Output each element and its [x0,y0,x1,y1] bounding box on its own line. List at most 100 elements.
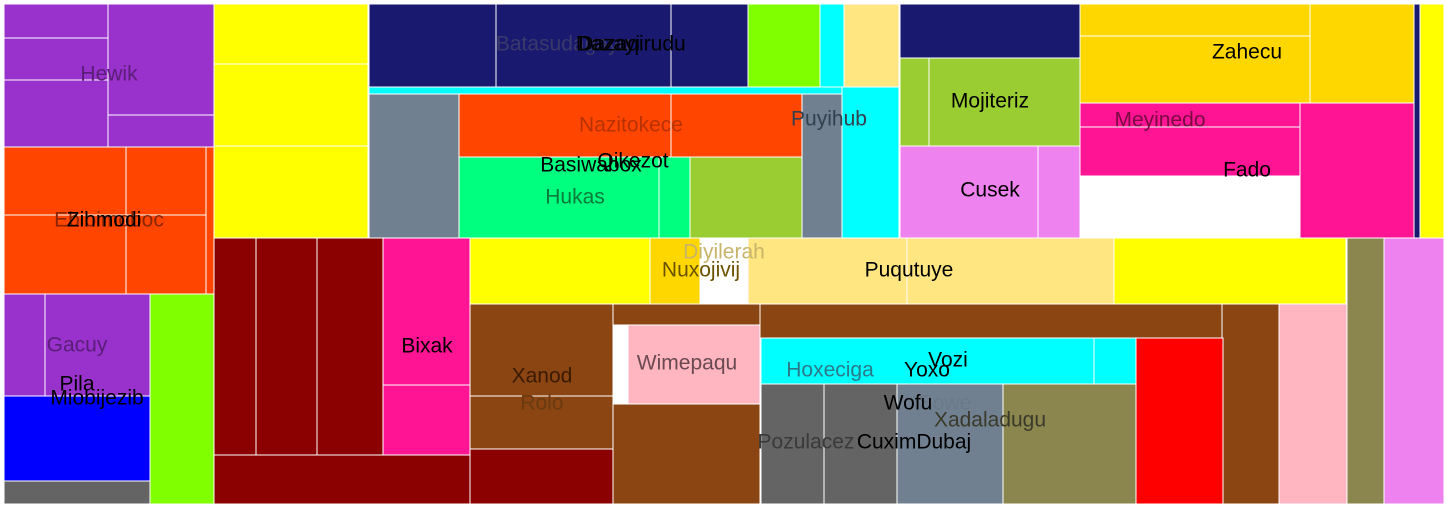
treemap-label-sowe: Sowe [919,392,972,415]
treemap-cell [1135,337,1224,505]
treemap-cell-zihmodi [3,214,127,295]
treemap-cell [3,3,109,39]
treemap-cell [3,79,109,148]
treemap-cell [1346,237,1385,505]
treemap-cell [368,93,460,239]
treemap-cell [255,237,318,456]
treemap-cell [1383,237,1445,505]
treemap-cell-miobijezib [3,395,151,482]
treemap-cell-diyilerah [747,237,908,305]
treemap-cell-basiwabox [689,156,803,239]
treemap-cell-bixak [382,237,471,386]
treemap-label-zihmodi: Zihmodi [67,209,142,232]
treemap-cell [670,93,803,158]
treemap-cell-batasudagayu [368,3,497,88]
treemap-label-nuxojivij: Nuxojivij [662,259,740,282]
treemap-cell-cuximdubaj [823,383,898,505]
treemap-label-hoxeciga: Hoxeciga [786,359,874,382]
treemap-cell [3,480,151,505]
treemap-label-hukas: Hukas [545,186,605,209]
treemap-cell-xanod [469,303,614,397]
treemap-label-ebioimoboc: Ebioimoboc [54,209,164,232]
treemap-cell [1413,3,1421,239]
treemap-label-diyilerah: Diyilerah [683,241,765,264]
treemap-label-mojiteriz: Mojiteriz [951,90,1029,113]
treemap-cell-vozi [612,324,629,405]
treemap-label-miobijezib: Miobijezib [50,387,143,410]
treemap-cell [368,86,843,95]
treemap-label-dazaqirudu: Dazaqirudu [578,33,685,56]
treemap-cell [213,63,369,147]
treemap-cell-hewik [107,3,215,116]
treemap-cell [747,3,821,88]
treemap-label-puqutuye: Puqutuye [865,259,954,282]
treemap-label-xanod: Xanod [512,365,573,388]
treemap-label-zahecu: Zahecu [1212,41,1282,64]
treemap-cell [205,146,215,295]
treemap-cell [843,3,900,88]
treemap-cell-dazaqirudu [495,3,672,88]
treemap-label-bixak: Bixak [401,335,453,358]
treemap-label-vozi: Vozi [928,349,968,372]
treemap-cell [759,303,1223,339]
treemap-label-pozulacez: Pozulacez [758,431,855,454]
treemap-cell-nazitokece [458,93,672,158]
treemap-cell [469,448,614,505]
treemap-cell [899,3,1081,59]
treemap-cell [1299,102,1415,239]
treemap-cell [213,454,471,505]
treemap-label-cuximdubaj: CuximDubaj [857,431,971,454]
treemap-label-fado: Fado [1223,159,1271,182]
treemap-label-xadaladugu: Xadaladugu [934,409,1046,432]
treemap-label-hewik: Hewik [80,63,138,86]
treemap-cell-cusek [899,145,1039,239]
treemap-cell-puqutuye [906,237,1115,305]
treemap-cell [469,237,651,305]
treemap-label-yoxo: Yoxo [904,359,950,382]
treemap-label-basiwabox: Basiwabox [540,154,642,177]
treemap-cell [149,293,215,505]
treemap-label-batasudagayu: Batasudagayu [496,33,630,56]
treemap-label-pila: Pila [59,373,94,396]
treemap-cell [1419,3,1445,239]
treemap-cell [819,3,845,88]
treemap-cell [107,114,215,148]
treemap-cell [899,57,930,147]
treemap-cell [213,237,257,456]
treemap-cell [382,384,471,456]
treemap-cell-mojiteriz [928,57,1081,147]
treemap-label-gacuy: Gacuy [47,334,108,357]
treemap-cell-meyinedo [1079,102,1301,128]
treemap-cell [1309,3,1415,104]
treemap-label-nazitokece: Nazitokece [579,114,683,137]
treemap-cell [612,303,761,326]
treemap-cell-pila [44,293,151,397]
treemap-label-dazayi: Dazayi [576,33,640,56]
treemap-cell [3,37,109,81]
treemap-cell [1221,303,1280,505]
treemap-cell-nuxojivij [649,237,701,305]
treemap-label-cusek: Cusek [960,179,1020,202]
treemap-cell [1037,145,1081,239]
treemap-cell-yoxo [1093,337,1137,385]
treemap-label-wofu: Wofu [884,392,933,415]
treemap-cell-wibi [316,237,384,456]
treemap-label-meyinedo: Meyinedo [1114,109,1205,132]
treemap-label-qikezot: Qikezot [597,150,668,173]
treemap-cell-zahecu [1079,35,1311,104]
treemap-cell-hukas [458,156,660,239]
treemap-cell [213,145,369,239]
treemap-cell [125,214,207,295]
treemap-cell [1278,303,1348,505]
treemap-cell-rolo [469,395,614,450]
treemap-cell-gacuy [3,293,46,397]
treemap-label-rolo: Rolo [520,392,563,415]
treemap-cell [125,146,207,216]
treemap-cell [213,3,369,65]
treemap-cell-xadaladugu [1002,383,1137,505]
treemap-cell [1079,3,1311,37]
treemap-cell-puyihub [801,93,843,239]
treemap-cell [612,403,761,505]
treemap-cell [1113,237,1347,305]
